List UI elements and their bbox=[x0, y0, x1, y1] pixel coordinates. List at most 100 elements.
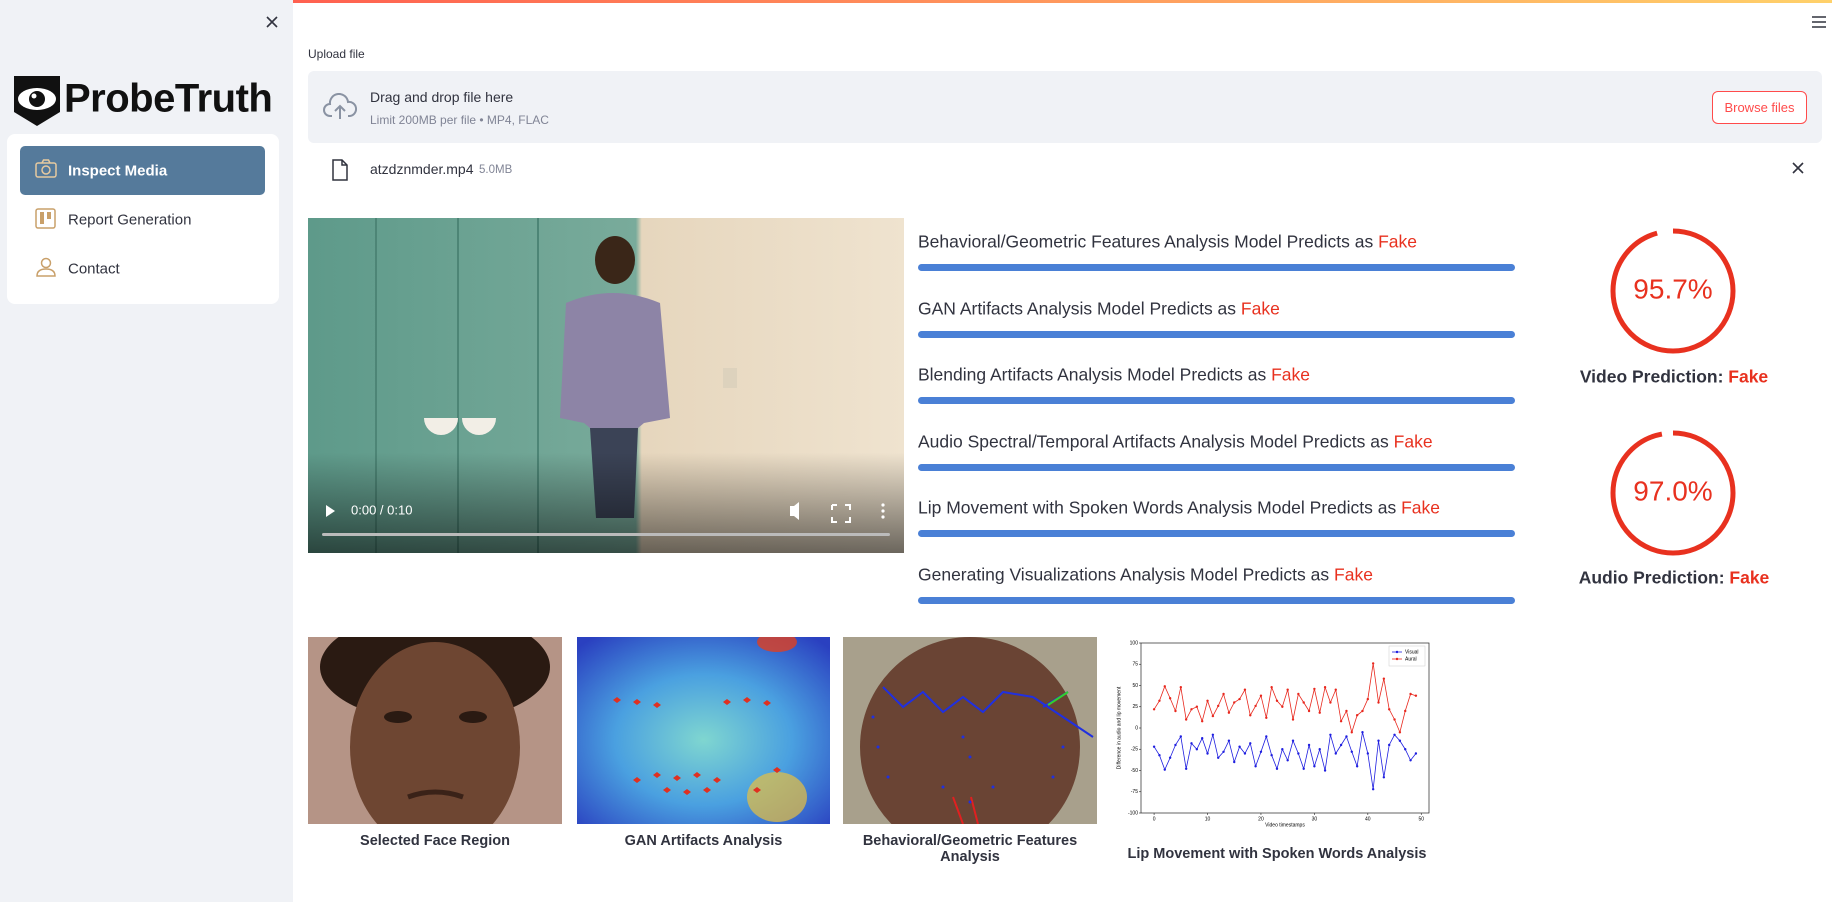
series-point bbox=[1152, 708, 1156, 711]
series-point bbox=[1291, 718, 1295, 721]
series-point bbox=[1270, 686, 1273, 689]
series-point bbox=[1409, 759, 1412, 762]
nav-label: Report Generation bbox=[68, 211, 192, 228]
prediction-label: Blending Artifacts Analysis Model Predic… bbox=[918, 364, 1267, 385]
series-point bbox=[1286, 759, 1289, 762]
series-point bbox=[1158, 754, 1161, 757]
series-point bbox=[1275, 767, 1279, 770]
series-point bbox=[1291, 739, 1295, 742]
video-player[interactable]: 0:00 / 0:10 bbox=[308, 218, 904, 553]
prediction-bar bbox=[918, 330, 1515, 338]
series-point bbox=[1404, 748, 1407, 751]
prediction-bar bbox=[918, 264, 1515, 271]
series-point bbox=[1233, 760, 1236, 764]
nav-menu: Inspect Media Report Generation Contact bbox=[7, 134, 279, 304]
nav-item[interactable]: Contact bbox=[20, 244, 265, 293]
sidebar: ProbeTruth Inspect Media Report Generati… bbox=[0, 0, 293, 902]
series-point bbox=[1323, 769, 1327, 772]
legend-marker bbox=[1395, 657, 1399, 661]
series-point bbox=[1409, 692, 1412, 696]
series-point bbox=[1222, 750, 1225, 753]
gauge-ring bbox=[1610, 228, 1736, 354]
nav-item[interactable]: Report Generation bbox=[20, 195, 265, 244]
prediction-bar bbox=[918, 463, 1515, 471]
prediction-text: Blending Artifacts Analysis Model Predic… bbox=[918, 365, 1518, 386]
series-point bbox=[1265, 735, 1268, 738]
y-axis-label: Difference in audio and lip movement bbox=[1116, 686, 1122, 769]
series-point bbox=[1318, 748, 1321, 751]
series-point bbox=[1377, 739, 1380, 742]
nav-label: Contact bbox=[68, 260, 120, 277]
series-point bbox=[1307, 709, 1311, 713]
close-sidebar[interactable] bbox=[264, 14, 280, 30]
prediction-verdict: Fake bbox=[1240, 298, 1280, 319]
series-point bbox=[1190, 742, 1193, 745]
image-caption: GAN Artifacts Analysis bbox=[624, 833, 783, 849]
series-point bbox=[1206, 752, 1209, 755]
series-point bbox=[1350, 750, 1353, 753]
series-point bbox=[1259, 750, 1263, 753]
series-point bbox=[1355, 765, 1359, 768]
dropzone[interactable]: Drag and drop file here Limit 200MB per … bbox=[308, 71, 1822, 143]
series-point bbox=[1382, 776, 1386, 779]
prediction-bar bbox=[918, 597, 1515, 604]
main-menu[interactable] bbox=[1810, 14, 1828, 30]
remove-file[interactable] bbox=[1790, 160, 1806, 176]
series-point bbox=[1254, 704, 1257, 708]
series-point bbox=[1265, 716, 1268, 719]
dropzone-title: Drag and drop file here bbox=[370, 89, 514, 105]
y-tick-label: -25 bbox=[1131, 747, 1138, 753]
x-tick-label: 30 bbox=[1312, 816, 1318, 822]
y-tick-label: -100 bbox=[1128, 810, 1138, 816]
series-point bbox=[1222, 692, 1225, 696]
gauge-caption: Audio Prediction: Fake bbox=[1524, 568, 1824, 589]
series-point bbox=[1350, 731, 1353, 734]
x-tick-label: 0 bbox=[1153, 816, 1156, 822]
prediction-verdict: Fake bbox=[1334, 564, 1373, 585]
top-decoration bbox=[0, 0, 1832, 3]
prediction-bar bbox=[918, 530, 1515, 538]
gauges: 95.7% 97.0% bbox=[1610, 228, 1736, 556]
series-point bbox=[1393, 733, 1396, 736]
series-point bbox=[1238, 745, 1241, 748]
file-icon bbox=[332, 159, 348, 181]
browse-button[interactable]: Browse files bbox=[1712, 91, 1807, 124]
x-axis-label: Video timestamps bbox=[1265, 822, 1305, 828]
gauge-value: 97.0% bbox=[1633, 475, 1712, 506]
legend-marker bbox=[1395, 650, 1399, 654]
series-point bbox=[1297, 692, 1300, 696]
prediction-label: Generating Visualizations Analysis Model… bbox=[918, 564, 1330, 585]
series-point bbox=[1366, 752, 1370, 755]
series-point bbox=[1313, 765, 1316, 768]
series-line bbox=[1153, 663, 1417, 734]
gauge-value: 95.7% bbox=[1633, 273, 1712, 304]
gauge-caption: Video Prediction: Fake bbox=[1524, 367, 1824, 388]
y-tick-label: -75 bbox=[1131, 789, 1138, 795]
gauge-verdict: Fake bbox=[1728, 366, 1769, 387]
series-point bbox=[1211, 714, 1215, 718]
series-point bbox=[1233, 701, 1236, 704]
series-point bbox=[1259, 694, 1263, 697]
lip-chart: -100 -75 -50 -25 0 25 50 75 100 0 10 20 30 40 50 Video … bbox=[1107, 637, 1437, 829]
series-point bbox=[1174, 709, 1177, 713]
series-point bbox=[1217, 704, 1220, 708]
series-point bbox=[1174, 743, 1177, 747]
series-point bbox=[1377, 701, 1380, 704]
series-point bbox=[1243, 688, 1247, 691]
series-point bbox=[1414, 752, 1418, 755]
series-point bbox=[1238, 697, 1241, 701]
series-point bbox=[1211, 733, 1215, 736]
landmarks-image bbox=[843, 637, 1097, 857]
series-point bbox=[1339, 720, 1343, 723]
nav-item[interactable]: Inspect Media bbox=[20, 146, 265, 195]
face-image bbox=[308, 612, 562, 852]
series-point bbox=[1217, 756, 1220, 759]
series-point bbox=[1227, 739, 1231, 742]
video-time: 0:00 / 0:10 bbox=[351, 502, 412, 517]
series-point bbox=[1334, 688, 1337, 691]
gauge-caption-label: Video Prediction: bbox=[1579, 366, 1724, 387]
prediction-text: Generating Visualizations Analysis Model… bbox=[918, 565, 1518, 586]
series-point bbox=[1275, 699, 1279, 702]
logo-text: ProbeTruth bbox=[64, 76, 273, 121]
series-point bbox=[1387, 708, 1391, 711]
